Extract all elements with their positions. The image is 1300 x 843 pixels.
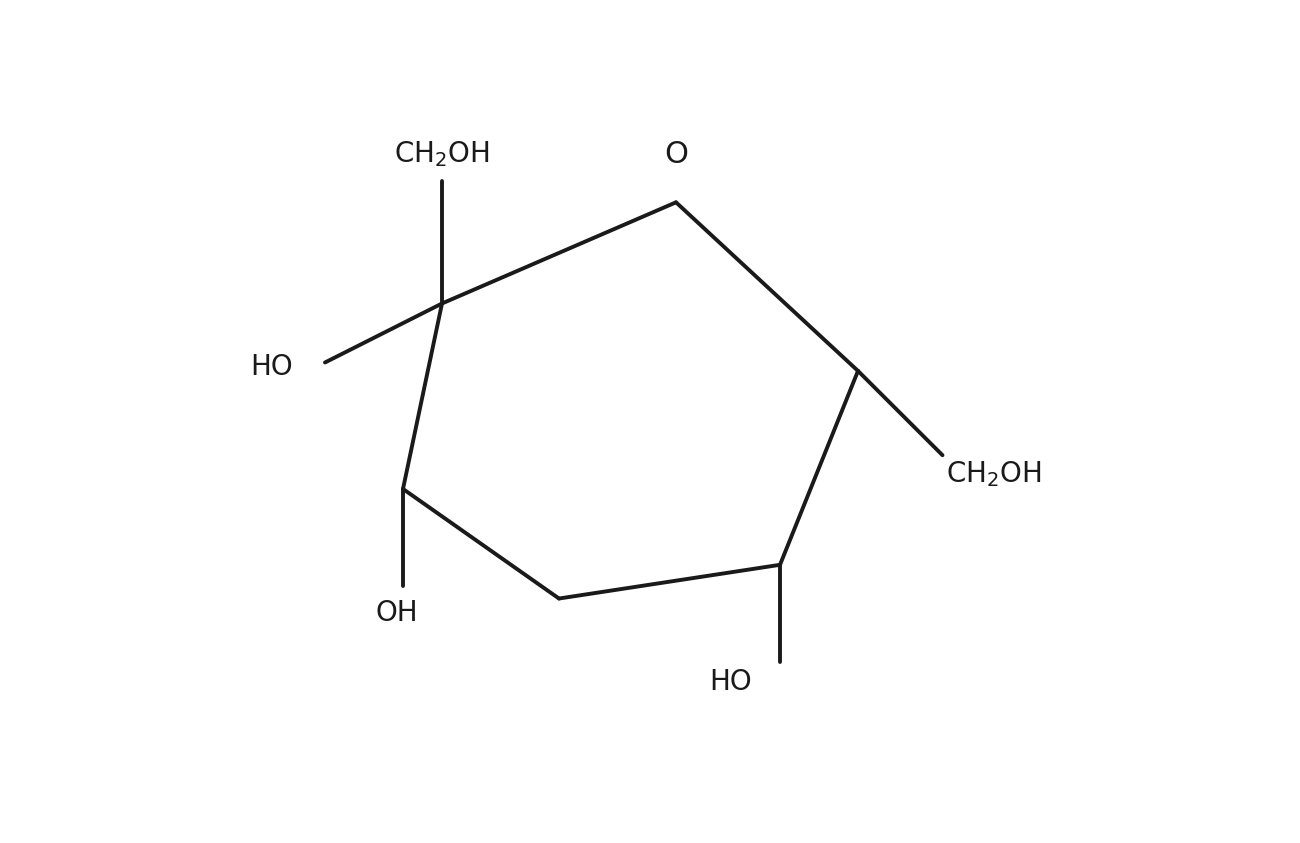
Text: O: O: [664, 140, 688, 169]
Text: CH$_2$OH: CH$_2$OH: [946, 459, 1043, 489]
Text: CH$_2$OH: CH$_2$OH: [394, 139, 490, 169]
Text: HO: HO: [708, 668, 751, 695]
Text: HO: HO: [250, 352, 292, 381]
Text: OH: OH: [376, 599, 417, 626]
